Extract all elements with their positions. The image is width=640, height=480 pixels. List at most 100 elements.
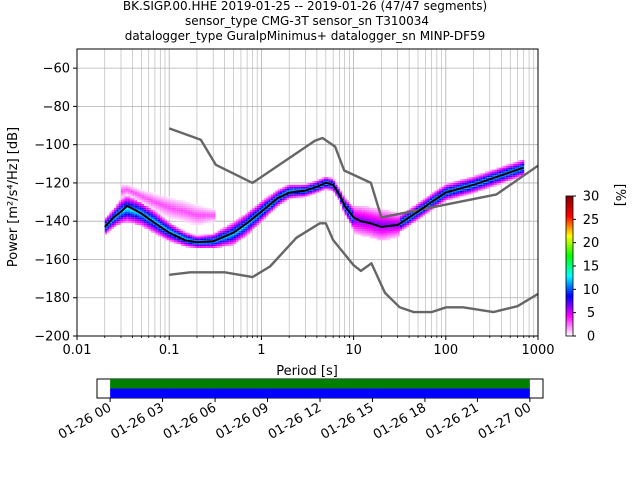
density-cell xyxy=(503,165,506,168)
density-cell xyxy=(180,236,184,239)
density-cell xyxy=(127,196,131,199)
density-cell xyxy=(150,194,154,197)
density-cell xyxy=(372,236,375,239)
density-cell xyxy=(164,200,168,203)
density-cell xyxy=(305,186,308,189)
density-cell xyxy=(362,215,366,218)
density-cell xyxy=(206,238,209,241)
density-cell xyxy=(192,242,195,245)
density-cell xyxy=(206,213,209,216)
density-cell xyxy=(413,221,416,224)
density-cell xyxy=(201,219,204,222)
density-cell xyxy=(517,169,520,172)
density-cell xyxy=(113,211,117,214)
density-cell xyxy=(157,232,161,235)
density-cell xyxy=(164,205,168,208)
density-cell xyxy=(134,198,138,201)
density-cell xyxy=(157,196,161,199)
density-cell xyxy=(141,202,145,204)
density-cell xyxy=(383,209,386,212)
density-cell xyxy=(332,179,336,182)
density-cell xyxy=(314,184,317,187)
density-cell xyxy=(501,177,504,180)
density-cell xyxy=(353,223,356,226)
density-cell xyxy=(346,217,350,220)
density-cell xyxy=(429,196,433,199)
density-cell xyxy=(312,190,315,193)
density-cell xyxy=(174,203,177,206)
density-cell xyxy=(376,238,379,241)
density-cell xyxy=(132,219,135,222)
density-cell xyxy=(487,173,490,176)
density-cell xyxy=(316,182,320,185)
density-cell xyxy=(201,242,204,245)
density-cell xyxy=(365,207,368,210)
density-cell xyxy=(268,209,271,212)
density-cell xyxy=(383,217,386,220)
density-cell xyxy=(498,173,502,176)
density-cell xyxy=(443,200,446,203)
density-cell xyxy=(367,230,370,233)
density-cell xyxy=(134,196,138,199)
density-cell xyxy=(208,234,211,237)
density-cell xyxy=(275,203,278,206)
density-cell xyxy=(369,209,373,212)
density-cell xyxy=(259,221,262,224)
density-cell xyxy=(503,175,506,178)
density-cell xyxy=(404,215,407,218)
density-cell xyxy=(134,215,138,218)
density-cell xyxy=(367,226,370,229)
density-cell xyxy=(201,205,204,208)
density-cell xyxy=(390,223,393,226)
density-cell xyxy=(199,234,202,237)
density-cell xyxy=(148,221,151,224)
density-cell xyxy=(395,223,398,226)
density-cell xyxy=(459,192,463,195)
density-cell xyxy=(358,226,361,229)
density-cell xyxy=(279,194,283,197)
density-cell xyxy=(137,213,140,216)
density-cell xyxy=(362,213,366,216)
density-cell xyxy=(505,163,509,166)
density-cell xyxy=(443,194,446,197)
density-cell xyxy=(268,194,271,197)
density-cell xyxy=(330,188,333,191)
density-cell xyxy=(173,240,177,243)
density-cell xyxy=(487,177,490,180)
density-cell xyxy=(192,223,195,226)
density-cell xyxy=(192,217,195,220)
density-cell xyxy=(270,207,274,210)
density-cell xyxy=(118,223,121,226)
density-cell xyxy=(187,215,191,218)
density-cell xyxy=(498,182,502,185)
density-cell xyxy=(268,205,271,208)
density-cell xyxy=(187,221,191,224)
series-noise-model-high xyxy=(168,127,539,219)
density-cell xyxy=(252,221,255,224)
density-cell xyxy=(355,209,359,212)
density-cell xyxy=(270,203,274,206)
density-cell xyxy=(160,228,163,231)
density-cell xyxy=(123,192,126,195)
density-cell xyxy=(378,228,382,231)
density-cell xyxy=(173,226,177,229)
density-cell xyxy=(480,179,483,182)
density-cell xyxy=(448,194,451,197)
density-cell xyxy=(392,215,396,218)
density-cell xyxy=(208,236,211,239)
density-cell xyxy=(137,219,140,222)
density-cell xyxy=(150,213,154,216)
density-cell xyxy=(153,230,156,233)
density-cell xyxy=(123,200,126,203)
density-cell xyxy=(215,246,218,248)
density-cell xyxy=(139,198,142,201)
density-cell xyxy=(107,230,110,233)
density-cell xyxy=(286,184,290,187)
density-cell xyxy=(464,188,467,191)
density-cell xyxy=(164,198,168,201)
density-cell xyxy=(224,228,227,231)
density-cell xyxy=(319,186,322,189)
density-cell xyxy=(362,234,366,237)
density-cell xyxy=(344,209,347,212)
density-cell xyxy=(174,213,177,216)
